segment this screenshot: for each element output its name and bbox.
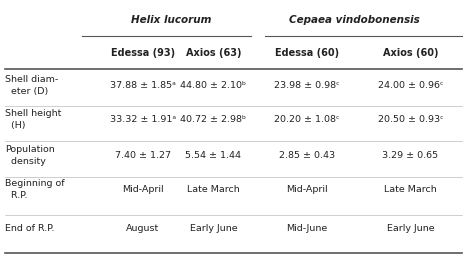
Text: Early June: Early June: [189, 224, 237, 233]
Text: 7.40 ± 1.27: 7.40 ± 1.27: [115, 150, 171, 160]
Text: 24.00 ± 0.96ᶜ: 24.00 ± 0.96ᶜ: [378, 81, 443, 90]
Text: 37.88 ± 1.85ᵃ: 37.88 ± 1.85ᵃ: [110, 81, 176, 90]
Text: Shell diam-: Shell diam-: [5, 75, 58, 84]
Text: Edessa (60): Edessa (60): [275, 48, 339, 58]
Text: Early June: Early June: [386, 224, 434, 233]
Text: Mid-April: Mid-April: [122, 185, 164, 194]
Text: Late March: Late March: [187, 185, 240, 194]
Text: 33.32 ± 1.91ᵃ: 33.32 ± 1.91ᵃ: [110, 115, 176, 124]
Text: Population: Population: [5, 145, 54, 154]
Text: Mid-June: Mid-June: [287, 224, 328, 233]
Text: Edessa (93): Edessa (93): [111, 48, 175, 58]
Text: 40.72 ± 2.98ᵇ: 40.72 ± 2.98ᵇ: [181, 115, 246, 124]
Text: 20.50 ± 0.93ᶜ: 20.50 ± 0.93ᶜ: [378, 115, 443, 124]
Text: Helix lucorum: Helix lucorum: [131, 15, 212, 25]
Text: (H): (H): [5, 121, 25, 130]
Text: Late March: Late March: [384, 185, 437, 194]
Text: 44.80 ± 2.10ᵇ: 44.80 ± 2.10ᵇ: [181, 81, 246, 90]
Text: eter (D): eter (D): [5, 87, 48, 96]
Text: 20.20 ± 1.08ᶜ: 20.20 ± 1.08ᶜ: [274, 115, 340, 124]
Text: Axios (63): Axios (63): [186, 48, 241, 58]
Text: density: density: [5, 157, 45, 166]
Text: 3.29 ± 0.65: 3.29 ± 0.65: [382, 150, 439, 160]
Text: Cepaea vindobonensis: Cepaea vindobonensis: [289, 15, 419, 25]
Text: 23.98 ± 0.98ᶜ: 23.98 ± 0.98ᶜ: [274, 81, 340, 90]
Text: Mid-April: Mid-April: [287, 185, 328, 194]
Text: End of R.P.: End of R.P.: [5, 224, 54, 233]
Text: Shell height: Shell height: [5, 109, 61, 118]
Text: R.P.: R.P.: [5, 191, 27, 200]
Text: 2.85 ± 0.43: 2.85 ± 0.43: [279, 150, 335, 160]
Text: August: August: [127, 224, 159, 233]
Text: Beginning of: Beginning of: [5, 179, 64, 188]
Text: 5.54 ± 1.44: 5.54 ± 1.44: [185, 150, 242, 160]
Text: Axios (60): Axios (60): [383, 48, 438, 58]
